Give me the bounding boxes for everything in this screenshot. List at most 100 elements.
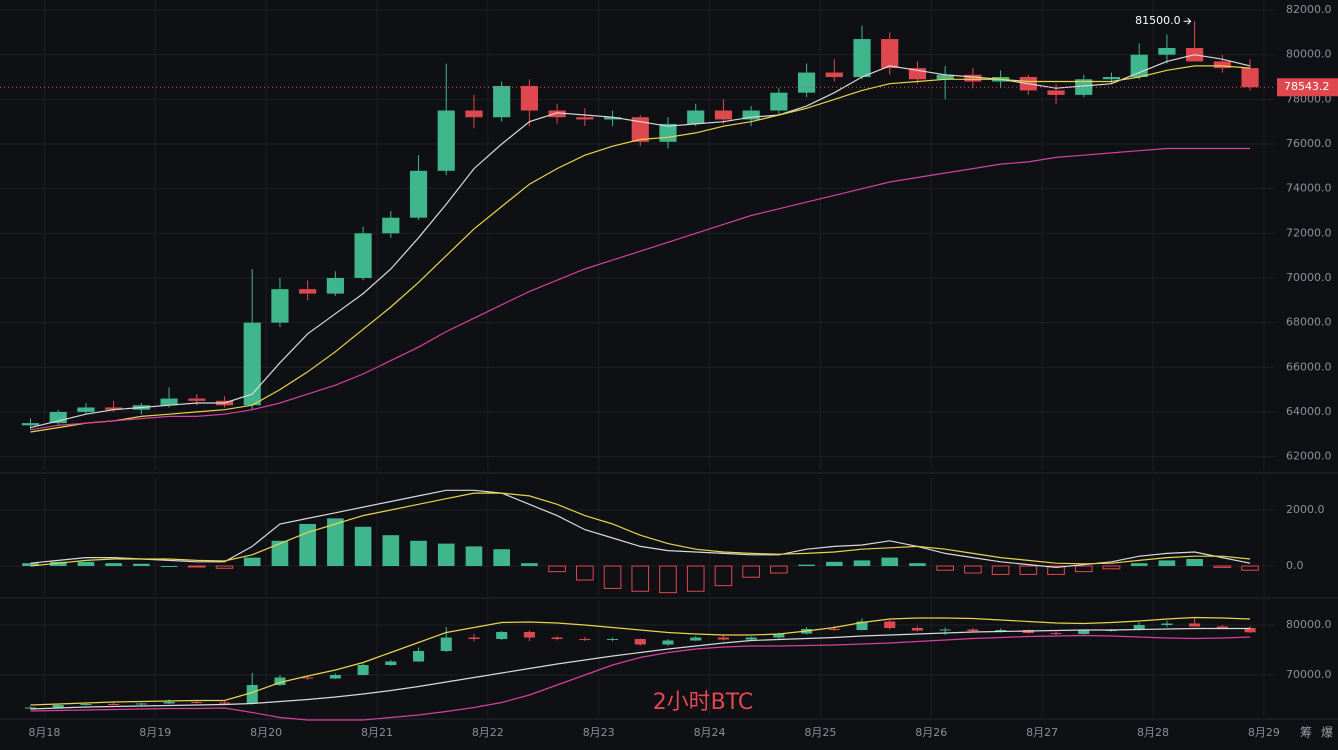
candle-body [1158, 48, 1176, 55]
y-tick-label: 70000.0 [1286, 271, 1332, 284]
mini-candle-body [246, 685, 258, 704]
side-button[interactable]: 筹 [1300, 726, 1312, 740]
macd-bar [493, 549, 510, 567]
macd-bar [410, 540, 427, 567]
candle-body [188, 398, 206, 401]
y-tick-label: 76000.0 [1286, 137, 1332, 150]
macd-bar [327, 518, 344, 567]
x-tick-label: 8月26 [915, 726, 947, 739]
mini-candle-body [52, 705, 64, 708]
macd-bar [187, 565, 206, 568]
mini-candle-body [1133, 625, 1145, 630]
candle-body [77, 407, 95, 412]
macd-bar [991, 565, 1010, 575]
candle-body [603, 117, 622, 120]
x-tick-label: 8月19 [139, 726, 171, 739]
y-tick-label: 2000.0 [1286, 503, 1325, 516]
mini-candle-body [634, 639, 646, 645]
mini-candle-body [690, 637, 702, 641]
side-button[interactable]: 爆 [1321, 726, 1333, 740]
x-tick-label: 8月24 [694, 726, 726, 739]
mini-candle-body [135, 703, 147, 705]
mini-candle-body [24, 707, 37, 709]
candle-body [21, 423, 40, 426]
candle-body [1075, 79, 1093, 95]
candle-body [437, 110, 455, 171]
macd-bar [548, 565, 566, 573]
macd-bar [77, 561, 95, 567]
mini-candle-body [1189, 623, 1201, 627]
indicator-line [30, 627, 1251, 710]
mini-candle-body [717, 637, 729, 640]
y-tick-label: 62000.0 [1286, 450, 1332, 463]
macd-bar [603, 565, 622, 589]
candle-body [881, 39, 899, 69]
macd-bar [1241, 565, 1259, 571]
candle-body [797, 72, 816, 93]
x-tick-label: 8月18 [28, 726, 60, 739]
candle-body [326, 277, 344, 294]
mini-candle-body [579, 639, 591, 640]
y-tick-label: 80000.0 [1286, 48, 1332, 61]
candle-body [825, 72, 843, 78]
mini-candle-body [745, 637, 757, 640]
mini-candle-body [551, 637, 563, 639]
macd-bar [798, 564, 815, 567]
mini-candle-body [108, 704, 120, 705]
macd-bar [742, 565, 760, 578]
x-tick-label: 8月20 [250, 726, 282, 739]
candle-body [493, 85, 511, 118]
macd-bar [1213, 565, 1232, 568]
y-tick-label: 64000.0 [1286, 405, 1332, 418]
macd-bar [49, 561, 67, 567]
mini-candle-body [440, 637, 452, 651]
y-tick-label: 0.0 [1286, 559, 1304, 572]
candle-body [105, 407, 123, 410]
candle-body [160, 398, 178, 406]
indicator-line [30, 634, 1251, 721]
mini-candle-body [884, 621, 896, 628]
mini-candle-body [468, 637, 480, 639]
mini-candle-body [1050, 633, 1062, 634]
y-tick-label: 70000.0 [1286, 668, 1332, 681]
macd-bar [22, 563, 39, 567]
macd-bar [909, 563, 926, 567]
macd-bar [1130, 563, 1148, 567]
macd-bar [714, 565, 733, 587]
macd-bar [1158, 560, 1176, 567]
macd-bar [659, 565, 677, 594]
mini-candle-body [662, 640, 674, 645]
candle-body [1047, 90, 1065, 95]
mini-candle-body [1216, 626, 1228, 628]
mini-candle-body [967, 629, 979, 631]
candle-body [1102, 77, 1121, 80]
x-tick-label: 8月25 [804, 726, 836, 739]
current-price-label: 78543.2 [1284, 80, 1330, 93]
mini-candle-body [496, 632, 508, 639]
mini-candle-body [357, 665, 369, 675]
x-tick-label: 8月22 [472, 726, 504, 739]
candle-body [576, 117, 594, 120]
x-tick-label: 8月27 [1026, 726, 1058, 739]
y-tick-label: 74000.0 [1286, 182, 1332, 195]
macd-bar [437, 543, 455, 567]
macd-bar [936, 565, 954, 571]
candle-body [908, 68, 927, 80]
current-price-tag [1277, 78, 1338, 97]
candle-body [299, 289, 317, 294]
macd-bar [465, 546, 483, 567]
mini-candle-body [828, 629, 840, 630]
x-tick-label: 8月28 [1137, 726, 1169, 739]
indicator-line [30, 65, 1251, 433]
mini-candle-body [523, 632, 535, 638]
x-tick-label: 8月29 [1248, 726, 1280, 739]
mini-candle-body [995, 630, 1007, 631]
candle-body [853, 39, 871, 78]
macd-bar [105, 563, 122, 567]
candle-body [548, 110, 566, 118]
candle-body [1241, 68, 1259, 88]
mini-candle-body [1161, 623, 1173, 625]
indicator-line [30, 492, 1251, 567]
candle-body [271, 289, 289, 323]
indicator-line [30, 616, 1251, 706]
